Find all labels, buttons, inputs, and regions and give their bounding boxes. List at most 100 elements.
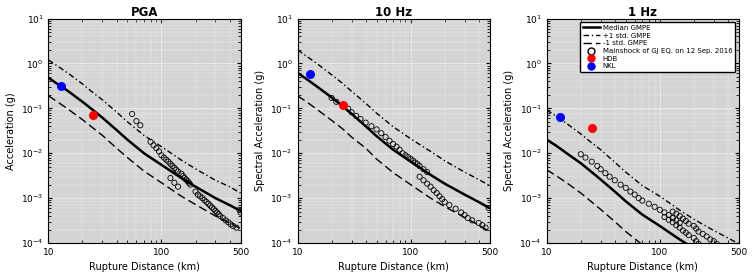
Point bbox=[658, 215, 670, 219]
Point bbox=[337, 103, 349, 107]
Y-axis label: Spectral Acceleration (g): Spectral Acceleration (g) bbox=[255, 70, 265, 191]
Point bbox=[687, 236, 700, 240]
Title: PGA: PGA bbox=[131, 6, 158, 19]
Point bbox=[55, 84, 67, 88]
Point bbox=[222, 220, 234, 225]
Point bbox=[663, 217, 675, 222]
Point bbox=[331, 100, 343, 104]
Point bbox=[725, 251, 737, 256]
Point bbox=[224, 222, 236, 227]
Point bbox=[715, 245, 727, 249]
Point bbox=[164, 162, 176, 166]
Point bbox=[387, 142, 399, 146]
Point bbox=[214, 214, 226, 218]
Point bbox=[417, 167, 429, 172]
Point bbox=[355, 117, 367, 121]
Point bbox=[586, 126, 598, 130]
Point bbox=[126, 112, 138, 116]
Point bbox=[595, 167, 607, 172]
Point bbox=[674, 214, 686, 218]
Point bbox=[380, 135, 392, 139]
Point bbox=[172, 169, 184, 174]
Point bbox=[217, 216, 229, 220]
Point bbox=[304, 72, 316, 76]
Point bbox=[184, 182, 197, 187]
Point bbox=[169, 180, 181, 185]
Point bbox=[648, 205, 660, 209]
Point bbox=[402, 155, 414, 159]
Point bbox=[211, 210, 223, 215]
Title: 10 Hz: 10 Hz bbox=[375, 6, 412, 19]
Point bbox=[417, 178, 429, 182]
Point bbox=[614, 182, 626, 187]
Point bbox=[608, 178, 620, 182]
Point bbox=[204, 203, 216, 208]
Point bbox=[413, 164, 425, 168]
Point bbox=[483, 206, 495, 210]
Point bbox=[683, 233, 695, 237]
Point bbox=[693, 229, 705, 234]
Point bbox=[680, 230, 692, 235]
Point bbox=[674, 225, 686, 230]
Point bbox=[719, 247, 731, 252]
Point bbox=[599, 171, 611, 175]
Point bbox=[459, 213, 471, 217]
Y-axis label: Spectral Acceleration (g): Spectral Acceleration (g) bbox=[504, 70, 514, 191]
Point bbox=[175, 172, 187, 176]
Point bbox=[620, 185, 632, 190]
Point bbox=[553, 115, 566, 119]
Point bbox=[425, 184, 437, 189]
Legend: Median GMPE, +1 std. GMPE, -1 std. GMPE, Mainshock of GJ EQ. on 12 Sep. 2016, HD: Median GMPE, +1 std. GMPE, -1 std. GMPE,… bbox=[580, 22, 736, 72]
Point bbox=[704, 237, 716, 242]
Point bbox=[473, 221, 485, 225]
Point bbox=[674, 221, 686, 225]
Point bbox=[462, 216, 474, 220]
Point bbox=[199, 198, 211, 202]
Point bbox=[203, 202, 215, 206]
Point bbox=[693, 242, 705, 246]
Point bbox=[153, 149, 165, 154]
Point bbox=[701, 234, 713, 239]
Point bbox=[200, 200, 212, 204]
Point bbox=[208, 207, 220, 211]
Point bbox=[212, 212, 224, 216]
Point bbox=[466, 218, 478, 223]
Point bbox=[163, 159, 175, 164]
Point bbox=[151, 146, 163, 150]
Point bbox=[383, 138, 395, 143]
Point bbox=[450, 207, 462, 211]
Point bbox=[227, 224, 239, 228]
Point bbox=[234, 210, 246, 215]
Point bbox=[181, 179, 194, 183]
Point bbox=[180, 177, 192, 182]
Point bbox=[183, 180, 195, 185]
Point bbox=[663, 213, 675, 217]
Point bbox=[206, 205, 218, 210]
Point bbox=[455, 210, 467, 215]
Point bbox=[404, 157, 416, 161]
Point bbox=[130, 119, 142, 123]
Point bbox=[177, 174, 189, 178]
Point bbox=[708, 239, 720, 244]
Point bbox=[476, 223, 488, 227]
Point bbox=[428, 188, 440, 192]
Point bbox=[670, 223, 682, 227]
Point bbox=[190, 189, 202, 194]
Point bbox=[413, 175, 425, 179]
Title: 1 Hz: 1 Hz bbox=[628, 6, 657, 19]
Point bbox=[643, 202, 655, 206]
Point bbox=[397, 151, 409, 155]
Point bbox=[677, 216, 689, 221]
Point bbox=[192, 192, 204, 197]
Point bbox=[337, 103, 349, 107]
Point bbox=[729, 254, 741, 258]
Point bbox=[691, 239, 703, 244]
Point bbox=[411, 162, 423, 167]
Point bbox=[164, 176, 176, 180]
Point bbox=[732, 256, 744, 260]
Point bbox=[666, 216, 678, 220]
Point bbox=[350, 114, 362, 118]
Point bbox=[480, 225, 492, 230]
Point bbox=[230, 225, 242, 230]
Point bbox=[399, 153, 411, 158]
